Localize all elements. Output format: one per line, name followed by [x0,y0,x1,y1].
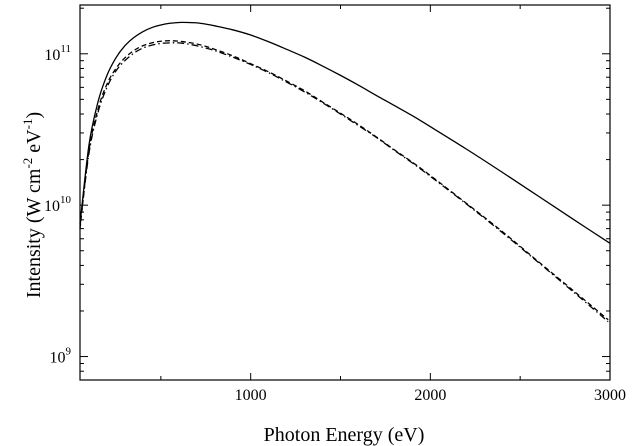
y-tick-label-base: 10 [44,47,60,64]
y-axis-label-main: Intensity (W cm [23,168,45,298]
y-axis-label-close: ) [23,112,45,119]
x-tick-label: 2000 [414,387,446,404]
y-tick-label: 1011 [44,43,71,64]
y-axis-label-exp2: -1 [20,119,35,130]
y-tick-label-exp: 11 [60,43,71,55]
y-tick-label-exp: 10 [60,194,72,206]
y-axis-label: Intensity (W cm-2 eV-1) [20,112,45,298]
svg-text:Intensity (W cm-2 eV-1): Intensity (W cm-2 eV-1) [20,112,45,298]
series-line-solid [79,21,611,244]
x-tick-label: 1000 [235,387,267,404]
series-layer [79,21,611,323]
plot-frame [79,4,611,381]
y-tick-label-base: 10 [50,350,66,367]
series-line-dash-dot [79,42,609,323]
x-axis-label: Photon Energy (eV) [264,424,425,446]
y-axis-label-unit: eV [23,129,45,158]
x-tick-label: 3000 [594,387,626,404]
y-tick-label: 1010 [44,194,72,215]
y-tick-label: 109 [50,346,72,367]
series-line-dash [79,40,609,321]
y-tick-label-exp: 9 [66,346,72,358]
y-axis-label-exp1: -2 [20,158,35,169]
y-tick-label-base: 10 [44,198,60,215]
